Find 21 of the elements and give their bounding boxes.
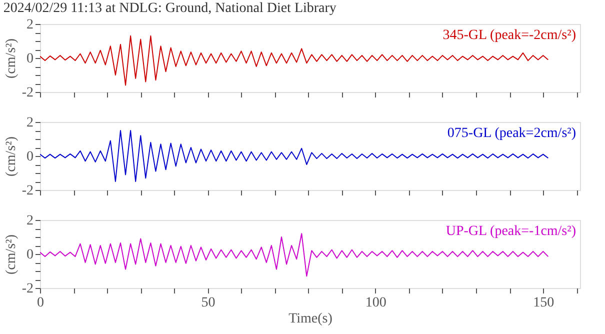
x-tick-label: 50 (201, 296, 216, 310)
x-axis-title: Time(s) (288, 312, 333, 326)
y-tick-label: -2 (22, 282, 34, 296)
annotation: 345-GL (peak=-2cm/s²) (442, 28, 576, 43)
chart-title: 2024/02/29 11:13 at NDLG: Ground, National Diet Library (3, 1, 336, 16)
annotation: UP-GL (peak=-1cm/s²) (446, 224, 576, 239)
x-tick-label: 150 (533, 296, 554, 310)
y-tick-label: -2 (22, 184, 34, 198)
y-tick-label: 0 (26, 52, 34, 66)
y-axis-title: (cm/s²) (4, 234, 19, 274)
y-tick-label: 2 (26, 214, 34, 228)
y-axis-title: (cm/s²) (4, 38, 19, 78)
x-tick-label: 0 (37, 296, 44, 310)
annotation: 075-GL (peak=2cm/s²) (447, 126, 576, 141)
y-tick-label: 2 (26, 18, 34, 32)
y-tick-label: 2 (26, 116, 34, 130)
y-tick-label: 0 (26, 248, 34, 262)
y-axis-title: (cm/s²) (4, 136, 19, 176)
y-tick-label: 0 (26, 150, 34, 164)
x-tick-label: 100 (365, 296, 386, 310)
y-tick-label: -2 (22, 86, 34, 100)
